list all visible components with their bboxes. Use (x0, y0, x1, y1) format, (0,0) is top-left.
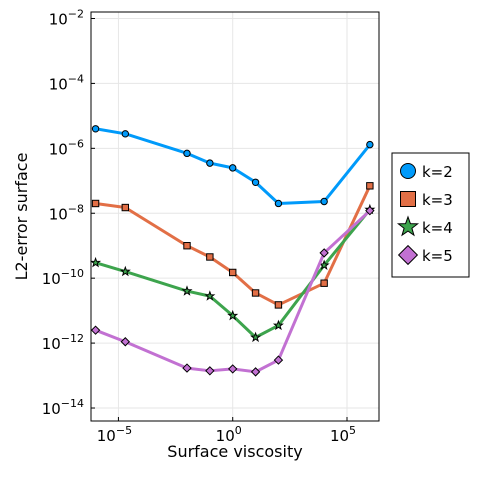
data-point (206, 253, 214, 261)
data-point (251, 289, 260, 297)
y-tick-label: 10−4 (49, 72, 84, 93)
x-tick-label: 100 (216, 424, 242, 445)
y-tick-label: 10−12 (42, 332, 84, 353)
y-tick-label: 10−10 (42, 267, 84, 288)
legend-label: k=4 (422, 219, 453, 237)
y-tick-label: 10−14 (42, 397, 84, 418)
plot-area (90, 11, 380, 422)
x-axis-label: Surface viscosity (167, 442, 302, 461)
data-point (182, 363, 192, 373)
legend-label: k=3 (422, 191, 453, 209)
data-point (91, 199, 100, 208)
legend-marker (396, 215, 420, 237)
grid (91, 12, 379, 421)
data-point (229, 164, 237, 172)
data-point (183, 242, 191, 250)
data-point (121, 203, 130, 212)
y-tick-label: 10−8 (49, 202, 84, 223)
data-point (366, 182, 374, 190)
y-tick-label: 10−2 (49, 7, 84, 28)
data-point (183, 149, 191, 158)
series-layer (90, 125, 376, 377)
legend-label: k=2 (422, 163, 453, 181)
legend-marker (397, 244, 419, 266)
y-axis-label: L2-error surface (12, 153, 31, 281)
legend-label: k=5 (422, 247, 453, 265)
data-point (366, 140, 374, 149)
data-point (320, 197, 328, 206)
x-tick-label: 10−5 (97, 424, 132, 445)
series-k2 (91, 125, 374, 208)
data-point (121, 130, 130, 138)
data-point (120, 337, 131, 347)
data-point (274, 301, 283, 309)
data-point (250, 367, 261, 377)
data-point (90, 256, 102, 268)
data-point (119, 265, 131, 277)
data-point (206, 159, 214, 167)
data-point (319, 248, 329, 258)
legend-marker (400, 163, 416, 179)
data-point (274, 199, 283, 208)
data-point (228, 364, 238, 374)
data-point (320, 279, 328, 287)
legend: k=2 k=3 k=4 k=5 (391, 152, 470, 278)
x-tick-label: 105 (330, 424, 356, 445)
axis-ticks: 10−5 100 105 10−2 10−4 10−6 10−8 10−10 10−12 10−1… (42, 7, 356, 445)
data-point (227, 309, 239, 321)
data-point (229, 268, 237, 277)
series-k5 (90, 205, 375, 377)
data-point (90, 325, 101, 335)
legend-marker (400, 191, 416, 207)
data-point (251, 178, 260, 186)
data-point (365, 205, 375, 216)
data-point (273, 355, 284, 365)
data-point (181, 285, 193, 296)
data-point (204, 290, 216, 301)
data-point (272, 319, 284, 331)
y-tick-label: 10−6 (49, 137, 84, 158)
data-point (91, 125, 100, 133)
data-point (205, 366, 215, 376)
data-point (250, 331, 262, 343)
